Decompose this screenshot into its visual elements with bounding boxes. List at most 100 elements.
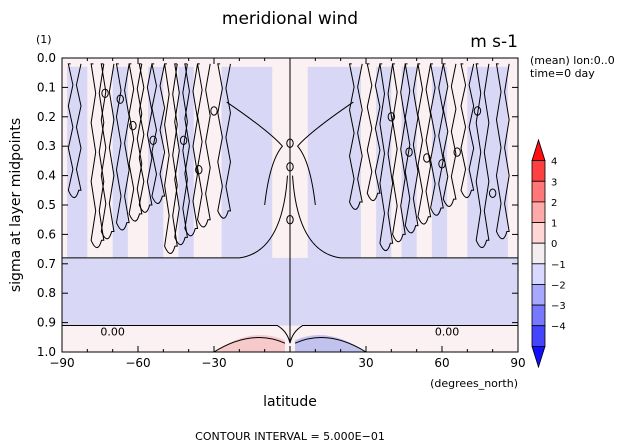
contour-oval-7: [286, 138, 294, 148]
colorbar-segment-5: [531, 242, 546, 265]
plot-contours: [62, 58, 518, 353]
fill-upper-neg-4: [221, 66, 273, 258]
contour-eq-left: [226, 101, 284, 206]
units-label: m s-1: [470, 32, 518, 52]
contour-oval-2: [129, 120, 137, 131]
colorbar-segment-8: [531, 304, 546, 327]
fill-surface-south: [214, 334, 285, 352]
y-tick-label-2: 0.2: [37, 110, 56, 124]
contour-tongue-4: [128, 63, 143, 222]
chart-title: meridional wind: [222, 9, 358, 29]
contour-tongue-7: [164, 63, 178, 255]
contour-tongue-17: [417, 63, 432, 225]
contour-tongue-3: [115, 63, 130, 231]
colorbar-segment-6: [531, 263, 546, 285]
contour-tongue-8: [174, 63, 188, 246]
fill-upper-neg-3: [178, 66, 194, 258]
contour-tongue-2: [100, 63, 115, 240]
fill-upper-neg-7: [401, 66, 417, 258]
x-unit-label: (degrees_north): [430, 377, 518, 390]
contour-oval-16: [488, 188, 497, 198]
contour-tongue-0: [67, 63, 82, 199]
colorbar-segment-9: [531, 325, 546, 347]
contour-tongue-22: [495, 63, 510, 240]
colorbar-label-0: 4: [551, 157, 557, 168]
contour-oval-15: [473, 106, 482, 116]
contour-oval-13: [438, 159, 446, 169]
contour-oval-4: [179, 135, 188, 146]
colorbar-segment-2: [531, 180, 546, 203]
x-tick-label-3: 0: [286, 356, 294, 370]
contour-tongue-13: [366, 63, 381, 202]
x-tick-label-6: 90: [510, 356, 525, 370]
colorbar-label-8: −4: [551, 322, 566, 333]
fill-surface-north: [295, 334, 366, 352]
contour-oval-11: [405, 147, 413, 157]
x-axis: −90 −60 −30 0 30 60 90: [49, 58, 526, 370]
contour-labels: 0.00 0.00: [100, 325, 459, 338]
y-tick-label-6: 0.6: [37, 227, 56, 241]
contour-oval-5: [195, 165, 203, 175]
info-line-2: time=0 day: [530, 67, 595, 80]
contour-tongue-16: [404, 63, 419, 234]
x-tick-label-1: −60: [125, 356, 150, 370]
contour-oval-14: [453, 147, 461, 157]
colorbar: 4 3 2 1 0 −1 −2 −3 −4: [531, 138, 566, 369]
contour-tongue-1: [90, 63, 105, 249]
colorbar-segment-4: [531, 222, 546, 244]
contour-oval-1: [116, 94, 124, 104]
colorbar-label-1: 3: [551, 177, 557, 188]
info-line-1: (mean) lon:0..0: [530, 54, 615, 67]
contour-oval-3: [149, 135, 157, 146]
fill-upper-neg-5: [307, 66, 361, 258]
y-tick-label-7: 0.7: [37, 257, 56, 271]
colorbar-label-2: 2: [551, 198, 557, 209]
contour-upper-right: [292, 175, 518, 259]
fill-upper-neg-6: [376, 66, 392, 258]
colorbar-label-5: −1: [551, 260, 566, 271]
contour-label-0: 0.00: [100, 325, 125, 338]
contour-label-1: 0.00: [435, 325, 460, 338]
contour-oval-6: [210, 106, 218, 116]
fill-upper-neg-2: [148, 66, 164, 258]
x-tick-label-2: −30: [201, 356, 226, 370]
y-axis: 0.0 0.1 0.2 0.3 0.4 0.5 0.6 0.7 0.8 0.9 1.0: [37, 51, 518, 359]
contour-oval-0: [101, 88, 109, 98]
contour-oval-8: [286, 162, 294, 172]
contour-tongue-11: [217, 63, 232, 219]
colorbar-label-4: 0: [551, 239, 557, 250]
contour-eq-right: [296, 101, 354, 206]
colorbar-segment-3: [531, 201, 546, 223]
contour-tongue-10: [196, 63, 211, 228]
fill-upper-neg-0: [67, 66, 88, 258]
y-tick-label-10: 1.0: [37, 345, 56, 359]
y-tick-label-1: 0.1: [37, 80, 56, 94]
contour-upper-left: [62, 175, 288, 259]
colorbar-arrow-bottom: [531, 345, 546, 369]
contour-surface-south: [213, 337, 286, 353]
contour-tongue-20: [460, 63, 475, 199]
contour-tongue-21: [475, 63, 490, 249]
y-tick-label-3: 0.3: [37, 139, 56, 153]
contour-tongue-6: [151, 63, 166, 205]
y-tick-label-5: 0.5: [37, 198, 56, 212]
x-tick-label-5: 60: [434, 356, 449, 370]
contour-oval-12: [423, 153, 431, 163]
y-tick-label-4: 0.4: [37, 169, 56, 183]
contour-tongue-5: [138, 63, 153, 213]
contour-tongue-14: [379, 63, 394, 252]
contour-oval-10: [387, 112, 396, 122]
y-tick-label-8: 0.8: [37, 286, 56, 300]
colorbar-label-6: −2: [551, 280, 566, 291]
contour-surface-north: [294, 337, 367, 353]
contour-interval-footer: CONTOUR INTERVAL = 5.000E−01: [195, 430, 385, 443]
y-tick-label-9: 0.9: [37, 316, 56, 330]
colorbar-segment-7: [531, 284, 546, 306]
x-tick-label-0: −90: [49, 356, 74, 370]
colorbar-segment-1: [531, 160, 546, 182]
colorbar-arrow-top: [531, 138, 546, 162]
contour-tongue-12: [348, 63, 363, 210]
fill-upper-neg-9: [467, 66, 508, 258]
contour-oval-9: [286, 215, 294, 225]
